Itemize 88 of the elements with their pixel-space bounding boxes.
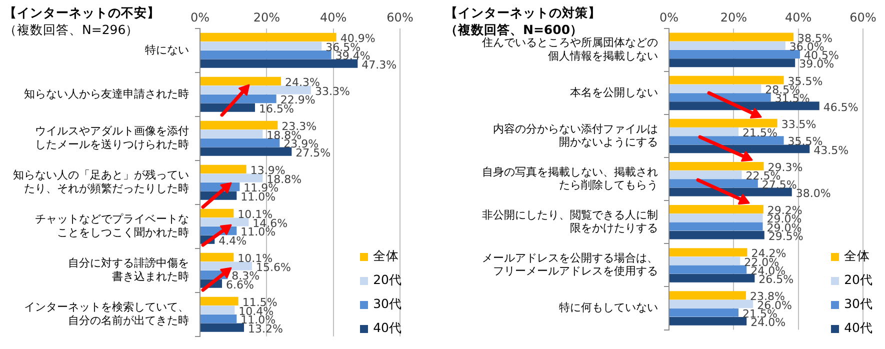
legend-label: 40代 xyxy=(373,320,402,337)
bar xyxy=(670,50,800,58)
bar xyxy=(670,93,771,102)
legend-label: 30代 xyxy=(844,296,873,313)
bar xyxy=(670,136,784,145)
bar xyxy=(200,208,234,218)
legend-label: 全体 xyxy=(373,248,400,265)
bar xyxy=(200,59,358,68)
text: （複数回答、N=600） xyxy=(445,21,584,37)
y-tick-label: 住んでいるところや所属団体などの個人情報を掲載しない xyxy=(482,36,658,62)
bar xyxy=(670,170,742,180)
x-tick-label: 0% xyxy=(190,10,210,24)
bar xyxy=(200,120,278,130)
bar xyxy=(670,102,820,110)
data-label: 4.4% xyxy=(218,234,247,248)
bar xyxy=(200,76,281,86)
y-tick-label: インターネットを検索していて、自分の名前が出てきた時 xyxy=(24,300,189,327)
bar xyxy=(200,138,280,148)
x-tick-label: 60% xyxy=(386,10,414,24)
bar xyxy=(670,248,748,257)
bar xyxy=(670,41,786,50)
x-tick-label: 40% xyxy=(320,10,347,24)
bar xyxy=(200,218,249,226)
bar xyxy=(670,58,796,68)
y-tick-label: 自身の写真を掲載しない、掲載されたら削除してもらう xyxy=(482,165,658,192)
x-tick-label: 40% xyxy=(784,10,812,24)
bar xyxy=(670,300,754,308)
y-tick-label: メールアドレスを公開する場合は、フリーメールアドレスを使用する xyxy=(482,251,658,278)
bar xyxy=(200,306,235,314)
bar xyxy=(200,164,246,174)
x-tick-label: 60% xyxy=(850,10,876,24)
text: （複数回答、N=296） xyxy=(4,21,140,38)
bar xyxy=(670,118,778,128)
bar xyxy=(670,205,764,214)
data-label: 33.5% xyxy=(781,118,816,131)
bar xyxy=(670,162,764,170)
bar xyxy=(670,308,739,317)
y-tick-label: 知らない人から友達申請された時 xyxy=(24,87,189,100)
x-tick-label: 20% xyxy=(720,10,748,24)
bar xyxy=(670,32,794,42)
bar xyxy=(670,144,810,154)
legend-label: 30代 xyxy=(373,296,402,313)
bar xyxy=(200,314,237,324)
y-tick-label: 本名を公開しない xyxy=(570,86,658,99)
bar xyxy=(670,291,746,300)
y-tick-label: 非公開にしたり、閲覧できる人に制限をかけたりする xyxy=(482,208,658,235)
bar xyxy=(200,174,263,182)
y-tick-label: 自分に対する誹謗中傷を書き込まれた時 xyxy=(68,256,189,283)
bar xyxy=(200,32,336,42)
text: 【インターネットの不安】 xyxy=(4,4,160,21)
bar xyxy=(200,130,263,138)
bar xyxy=(200,103,255,112)
bar xyxy=(200,42,322,50)
y-tick-label: ウイルスやアダルト画像を添付したメールを送りつけられた時 xyxy=(35,124,189,151)
data-label: 46.5% xyxy=(823,100,858,114)
bar xyxy=(670,265,747,274)
bar xyxy=(670,316,747,326)
bar xyxy=(200,252,234,262)
bar xyxy=(670,274,755,282)
data-label: 38.0% xyxy=(796,186,831,200)
bar xyxy=(200,50,332,60)
x-tick-label: 0% xyxy=(659,10,679,24)
bar xyxy=(670,128,739,136)
y-tick-label: 内容の分からない添付ファイルは開かないようにする xyxy=(493,122,658,148)
legend-label: 全体 xyxy=(844,248,870,265)
x-tick-label: 20% xyxy=(253,10,280,24)
bar xyxy=(670,214,763,222)
bar xyxy=(200,86,311,94)
data-label: 24.0% xyxy=(750,316,786,330)
bar xyxy=(200,296,238,306)
bar xyxy=(670,230,764,240)
y-tick-label: 特に何もしていない xyxy=(559,301,658,314)
text: 【インターネットの対策】 xyxy=(445,4,601,21)
y-tick-label: 知らない人の「足あと」が残っていたり、それが頻繁だったりした時 xyxy=(13,168,189,195)
legend-label: 20代 xyxy=(844,272,873,289)
bar xyxy=(200,262,252,270)
bar xyxy=(670,179,758,188)
bar xyxy=(670,256,740,266)
y-tick-label: チャットなどでプライベートなことをしつこく聞かれた時 xyxy=(35,212,189,239)
bar xyxy=(670,222,763,231)
bar xyxy=(670,84,762,93)
bar xyxy=(200,147,292,156)
bar xyxy=(200,94,276,104)
bar xyxy=(200,323,244,332)
bar xyxy=(670,76,784,84)
legend-label: 20代 xyxy=(373,272,402,289)
legend-label: 40代 xyxy=(844,320,873,337)
y-tick-label: 特にない xyxy=(145,43,189,56)
